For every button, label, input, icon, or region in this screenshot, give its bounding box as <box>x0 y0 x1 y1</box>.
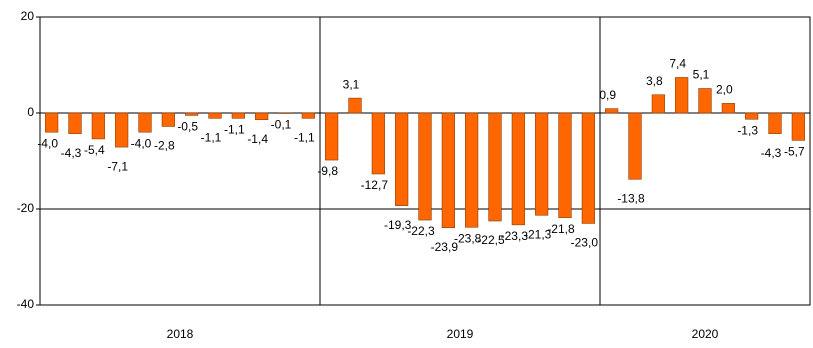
value-label: -9,8 <box>317 164 338 178</box>
value-label: -5,4 <box>84 143 105 157</box>
bar <box>465 113 478 227</box>
bar <box>489 113 502 221</box>
bar <box>722 103 735 113</box>
bar <box>69 113 82 134</box>
bar <box>302 113 315 118</box>
value-label: 3,8 <box>646 74 663 88</box>
bar <box>255 113 268 120</box>
bar <box>769 113 782 134</box>
value-label: -1,3 <box>737 123 758 137</box>
value-label: -0,1 <box>271 118 292 132</box>
value-label: -12,7 <box>361 178 389 192</box>
value-label: 0,9 <box>599 88 616 102</box>
bar <box>652 95 665 113</box>
bar <box>629 113 642 179</box>
x-group-label: 2019 <box>447 327 474 341</box>
value-label: -4,0 <box>37 136 58 150</box>
value-label: -23,0 <box>571 236 599 250</box>
y-tick-label: -20 <box>17 201 35 215</box>
value-label: 7,4 <box>669 57 686 71</box>
value-label: -4,3 <box>761 146 782 160</box>
bar <box>605 109 618 113</box>
value-label: -4,3 <box>61 146 82 160</box>
bar <box>675 77 688 113</box>
value-label: 2,0 <box>716 83 733 97</box>
bar <box>92 113 105 139</box>
value-label: -2,8 <box>154 139 175 153</box>
bar <box>512 113 525 225</box>
value-label: -0,5 <box>177 120 198 134</box>
x-group-label: 2020 <box>692 327 719 341</box>
bar <box>419 113 432 220</box>
bar <box>349 98 362 113</box>
bar <box>232 113 245 118</box>
bar <box>139 113 152 132</box>
y-tick-label: 0 <box>27 105 34 119</box>
bar <box>115 113 128 147</box>
bar <box>162 113 175 126</box>
value-label: -7,1 <box>107 159 128 173</box>
bar <box>45 113 58 132</box>
value-label: -1,1 <box>201 130 222 144</box>
value-label: -13,8 <box>617 191 645 205</box>
bar <box>559 113 572 218</box>
value-label: -21,8 <box>547 222 575 236</box>
bar <box>535 113 548 215</box>
bar <box>372 113 385 174</box>
bar <box>209 113 222 118</box>
value-label: -5,7 <box>784 145 805 159</box>
bar <box>699 89 712 113</box>
x-group-label: 2018 <box>167 327 194 341</box>
value-label: -1,1 <box>294 130 315 144</box>
value-label: -1,4 <box>247 132 268 146</box>
y-tick-label: 20 <box>21 9 35 23</box>
bar <box>325 113 338 160</box>
bar <box>745 113 758 119</box>
value-label: 5,1 <box>693 68 710 82</box>
value-label: -4,0 <box>131 136 152 150</box>
value-label: 3,1 <box>343 77 360 91</box>
bar <box>185 113 198 115</box>
bar <box>395 113 408 206</box>
value-label: -22,3 <box>407 224 435 238</box>
bar <box>442 113 455 228</box>
bar <box>582 113 595 223</box>
bar <box>792 113 805 140</box>
value-label: -1,1 <box>224 122 245 136</box>
y-tick-label: -40 <box>17 297 35 311</box>
